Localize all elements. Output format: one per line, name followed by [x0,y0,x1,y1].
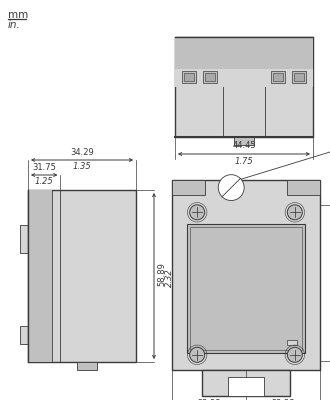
Bar [20,326,28,344]
Bar [287,340,297,345]
Bar [183,73,193,81]
Text: 31.75: 31.75 [32,163,56,172]
Text: in.: in. [8,20,21,30]
Text: 1.35: 1.35 [73,162,91,171]
Circle shape [190,205,205,220]
Text: 22.23: 22.23 [271,399,295,400]
Bar [202,370,290,396]
Bar [182,71,195,83]
Circle shape [287,205,302,220]
Text: 2.32: 2.32 [165,269,174,287]
Bar [175,69,313,87]
Bar [287,180,320,195]
Bar [234,137,254,145]
Text: 1.75: 1.75 [235,157,253,166]
Bar [20,225,28,253]
Text: 58.89: 58.89 [157,262,166,286]
Bar [172,180,205,195]
Bar [175,69,313,85]
Bar [172,180,320,370]
Text: 1.25: 1.25 [35,177,53,186]
Text: mm: mm [8,10,28,20]
Text: 44.45: 44.45 [232,141,256,150]
Bar [273,73,283,81]
Bar [294,73,305,81]
Text: 34.29: 34.29 [70,148,94,157]
Bar [271,71,285,83]
Circle shape [287,347,302,362]
Bar [205,73,215,81]
Bar [28,190,136,362]
Bar [190,227,302,350]
Bar [175,37,313,137]
Circle shape [218,175,244,200]
Bar [28,190,52,362]
Text: 22.23: 22.23 [197,399,221,400]
Bar [203,71,217,83]
Bar [228,376,264,396]
Circle shape [190,347,205,362]
Bar [77,362,97,370]
Bar [175,37,313,69]
Bar [292,71,307,83]
Bar [187,224,305,353]
